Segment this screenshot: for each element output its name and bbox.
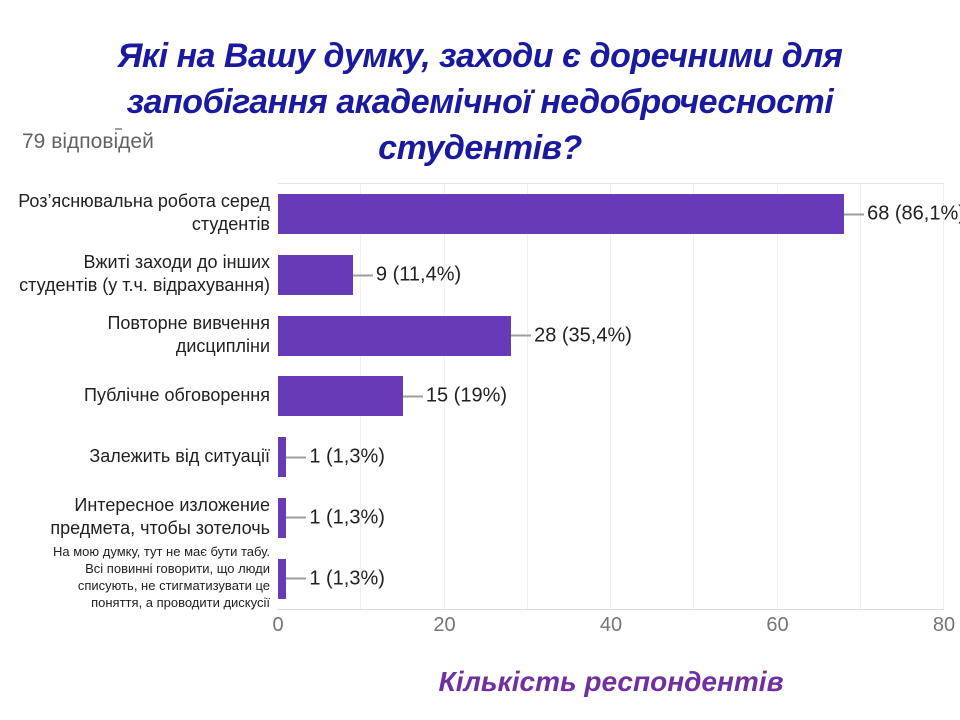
value-label: 28 (35,4%) [534, 324, 632, 347]
bar-1 [278, 194, 845, 235]
stray-dash-mark [115, 128, 122, 130]
bar-6 [278, 497, 287, 538]
plot-area: 68 (86,1%) 9 (11,4%) 28 (35,4%) 15 (19%) 1 (… [278, 183, 960, 610]
category-label: Интересное изложение предмета, чтобы зот… [50, 494, 270, 538]
value-annotation: 1 (1,3%) [286, 567, 385, 590]
value-connector-line [286, 456, 307, 459]
category-label: Залежить від ситуації [89, 445, 270, 466]
gridline [693, 184, 695, 609]
bar-7 [278, 558, 287, 599]
responses-count: 79 відповідей [22, 130, 154, 153]
category-label: Вжиті заходи до інших студентів (у т.ч. … [19, 252, 270, 296]
gridline [859, 184, 861, 609]
value-connector-line [286, 516, 307, 519]
gridline [610, 184, 611, 609]
x-tick-label: 20 [433, 614, 456, 636]
bar-4 [278, 376, 403, 417]
bar-row: 68 (86,1%) [278, 184, 960, 245]
gridline [776, 184, 778, 609]
category-labels-column: Роз’яснювальна робота серед студентів Вжи… [0, 183, 270, 610]
title-line-2: запобігання академічної недоброчесності [126, 83, 834, 122]
value-annotation: 1 (1,3%) [286, 506, 385, 529]
category-label: Повторне вивчення дисципліни [107, 312, 270, 356]
gridline [943, 184, 944, 609]
value-label: 1 (1,3%) [309, 567, 385, 590]
x-axis-title: Кількість респондентів [438, 666, 784, 697]
title-line-1: Які на Вашу думку, заходи є доречними дл… [117, 37, 843, 75]
value-connector-line [402, 395, 423, 398]
value-connector-line [511, 334, 532, 337]
bar-row: 1 (1,3%) [278, 548, 944, 609]
value-label: 15 (19%) [425, 384, 508, 407]
x-tick-label: 60 [766, 614, 789, 636]
bar-row: 28 (35,4%) [278, 305, 944, 366]
value-label: 9 (11,4%) [375, 263, 462, 286]
bar-row: 15 (19%) [278, 366, 944, 427]
value-label: 1 (1,3%) [309, 506, 385, 529]
value-connector-line [286, 577, 307, 580]
category-label: Публічне обговорення [84, 384, 270, 405]
bar-row: 9 (11,4%) [278, 245, 944, 306]
gridline [443, 184, 445, 609]
value-connector-line [844, 213, 865, 216]
category-label: Роз’яснювальна робота серед студентів [18, 191, 270, 235]
gridline [526, 184, 528, 609]
title-line-3: студентів? [378, 129, 582, 168]
bar-3 [278, 315, 512, 356]
value-annotation: 28 (35,4%) [511, 324, 632, 347]
value-annotation: 9 (11,4%) [352, 263, 462, 287]
x-tick-label: 80 [932, 614, 956, 636]
value-annotation: 1 (1,3%) [286, 446, 385, 469]
category-label: На мою думку, тут не має бути табу. Всі … [53, 543, 270, 610]
bar-2 [278, 255, 353, 296]
value-label: 1 (1,3%) [309, 445, 385, 468]
bar-row: 1 (1,3%) [278, 488, 944, 549]
bar-5 [278, 437, 287, 478]
value-label: 68 (86,1%) [867, 202, 960, 225]
value-annotation: 15 (19%) [402, 384, 508, 408]
x-tick-label: 40 [599, 614, 623, 636]
x-tick-label: 0 [272, 614, 284, 636]
bar-row: 1 (1,3%) [278, 427, 944, 488]
page-title: Які на Вашу думку, заходи є доречними дл… [50, 33, 910, 172]
value-connector-line [352, 274, 373, 277]
value-annotation: 68 (86,1%) [844, 203, 960, 226]
